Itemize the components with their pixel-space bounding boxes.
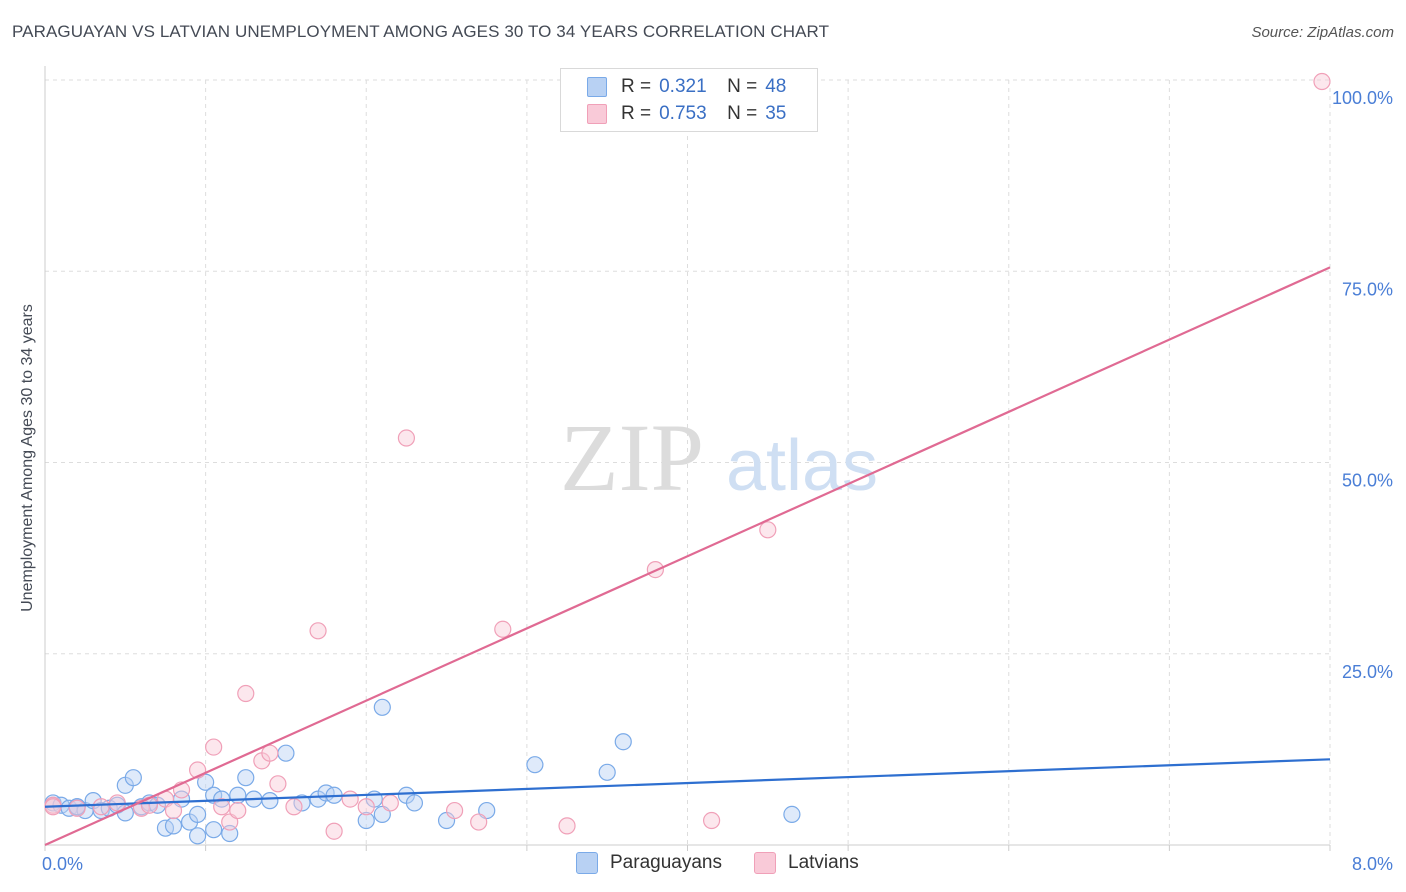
data-point (397, 429, 416, 447)
legend-row-paraguayans: R = 0.321 N = 48 (587, 75, 786, 99)
correlation-legend: R = 0.321 N = 48 R = 0.753 N = 35 (560, 68, 818, 132)
data-point (373, 698, 391, 716)
watermark: ZIP atlas (560, 404, 878, 511)
data-point (405, 794, 424, 812)
data-point (325, 822, 343, 840)
data-point (445, 801, 464, 820)
source-label: Source: ZipAtlas.com (1251, 24, 1394, 41)
data-point (614, 733, 632, 751)
data-point (381, 794, 399, 812)
data-point (341, 790, 359, 808)
data-point (188, 827, 207, 845)
y-tick-label: 75.0% (1342, 279, 1393, 299)
data-point (1313, 72, 1331, 91)
data-point (702, 811, 721, 830)
data-point (357, 811, 375, 830)
legend-r-value: 0.753 (659, 103, 707, 124)
swatch-paraguayans (576, 852, 598, 874)
data-point (783, 805, 801, 824)
data-point (309, 622, 327, 640)
legend-item-paraguayans: Paraguayans (576, 852, 722, 874)
data-point (277, 744, 295, 762)
legend-n-value: 35 (765, 103, 787, 124)
trend-line-paraguayans (44, 758, 1331, 808)
data-point (269, 775, 287, 793)
data-point (558, 817, 576, 835)
data-point (526, 756, 544, 774)
watermark-zip: ZIP (560, 404, 704, 511)
x-tick-label: 0.0% (42, 854, 83, 874)
chart-title: PARAGUAYAN VS LATVIAN UNEMPLOYMENT AMONG… (12, 22, 830, 41)
data-point (357, 798, 375, 816)
data-point (470, 813, 488, 831)
data-point (261, 744, 279, 762)
data-point (494, 620, 512, 638)
swatch-latvians (754, 852, 776, 874)
legend-n-label: N = (727, 103, 758, 124)
data-point (237, 684, 255, 703)
legend-swatch-paraguayans (587, 77, 607, 97)
data-point (598, 763, 616, 781)
watermark-atlas: atlas (726, 426, 878, 506)
data-point (229, 801, 247, 820)
trend-lines (44, 266, 1331, 847)
data-point (92, 798, 110, 816)
data-point (759, 521, 777, 539)
legend-r-label: R = (621, 76, 652, 97)
data-point (188, 805, 207, 824)
data-point (164, 801, 183, 820)
legend-row-latvians: R = 0.753 N = 35 (587, 102, 786, 126)
series-paraguayans (44, 698, 801, 845)
x-tick-label: 8.0% (1352, 854, 1393, 874)
y-tick-label: 100.0% (1332, 88, 1393, 108)
data-point (285, 798, 303, 816)
legend-r-label: R = (621, 103, 652, 124)
data-point (164, 817, 183, 835)
trend-line-latvians (44, 266, 1331, 847)
data-point (197, 773, 215, 791)
data-point (205, 738, 223, 756)
legend-n-label: N = (727, 76, 758, 97)
legend-r-value: 0.321 (659, 76, 707, 97)
data-point (213, 798, 231, 816)
legend-label-paraguayans: Paraguayans (610, 852, 722, 873)
legend-n-value: 48 (765, 76, 787, 97)
axes (44, 66, 1331, 851)
legend-label-latvians: Latvians (788, 852, 859, 873)
series-latvians (44, 72, 1331, 840)
y-tick-label: 25.0% (1342, 662, 1393, 682)
series-legend: Paraguayans Latvians (0, 852, 1406, 878)
data-point (261, 792, 279, 810)
legend-item-latvians: Latvians (754, 852, 859, 874)
data-point (205, 821, 223, 839)
data-point (124, 769, 142, 787)
data-point (237, 769, 255, 787)
tick-labels: 25.0% 50.0% 75.0% 100.0% 0.0% 8.0% (42, 88, 1393, 874)
data-point (293, 794, 311, 812)
data-point (68, 799, 86, 817)
legend-swatch-latvians (587, 104, 607, 124)
y-tick-label: 50.0% (1342, 471, 1393, 491)
